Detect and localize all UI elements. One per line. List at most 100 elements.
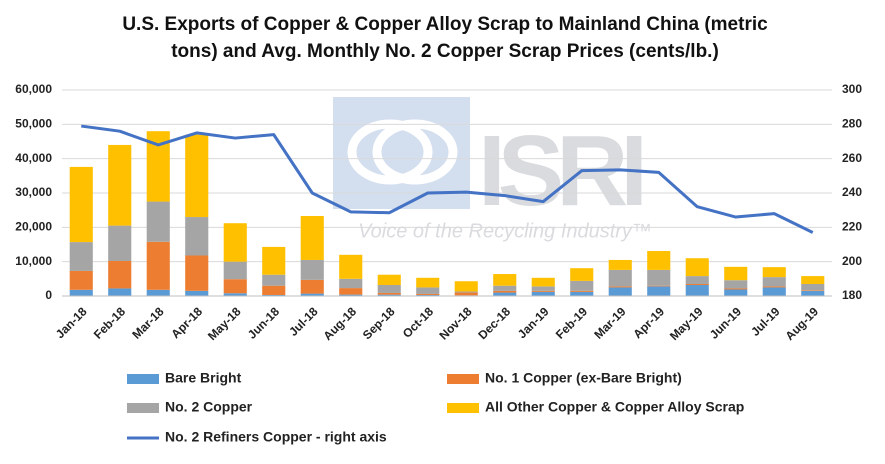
y-tick-label: 60,000 [15,82,52,96]
bar-segment [146,201,170,242]
bar-segment [570,280,594,291]
bar-segment [531,277,555,287]
chart-title: U.S. Exports of Copper & Copper Alloy Sc… [122,14,768,35]
bar-segment [185,134,209,218]
bar-segment [685,283,709,286]
bar-segment [108,225,132,261]
x-tick-label: Feb-19 [553,304,590,341]
legend-label: No. 2 Refiners Copper - right axis [165,429,387,445]
bar-segment [762,287,786,296]
bar-segment [108,288,132,296]
legend-swatch [447,403,479,413]
bar-segment [377,285,401,293]
bar-segment [223,261,247,280]
bar-segment [339,288,363,295]
legend-swatch [447,374,479,384]
x-tick-label: Jul-18 [286,304,321,339]
bar-segment [647,251,671,270]
chart-title: tons) and Avg. Monthly No. 2 Copper Scra… [171,41,719,62]
bar-segment [146,289,170,296]
bar-segment [608,269,632,287]
x-tick-label: Aug-18 [320,304,359,343]
bar-segment [685,258,709,277]
y2-tick-label: 300 [842,82,862,96]
bar-segment [262,294,286,296]
y2-tick-label: 180 [842,288,862,302]
x-tick-label: Sep-18 [360,304,398,342]
bar-segment [531,291,555,296]
bar-segment [416,277,440,288]
bar-segment [185,255,209,291]
bar-segment [724,280,748,289]
y-tick-label: 0 [45,288,52,302]
legend-label: No. 2 Copper [165,399,253,415]
y-tick-label: 40,000 [15,151,52,165]
x-tick-label: Jun-18 [245,304,282,341]
bar-segment [762,267,786,278]
bar-segment [454,292,478,296]
bar-segment [300,216,324,260]
bar-segment [377,274,401,286]
bar-segment [724,266,748,281]
bar-segment [262,246,286,275]
bar-segment [570,290,594,292]
bar-segment [300,259,324,280]
bar-segment [69,270,93,290]
bar-segment [685,276,709,284]
bar-segment [146,131,170,202]
bar-segment [416,293,440,295]
y-tick-label: 30,000 [15,185,52,199]
x-tick-label: Dec-18 [475,304,513,342]
bar-segment [570,268,594,281]
y2-tick-label: 200 [842,254,862,268]
legend-label: No. 1 Copper (ex-Bare Bright) [485,370,682,386]
bar-segment [69,242,93,271]
bar-segment [724,289,748,296]
x-tick-label: Jun-19 [707,304,744,341]
legend-label: All Other Copper & Copper Alloy Scrap [485,399,744,415]
bar-segment [801,276,825,284]
y-tick-label: 10,000 [15,254,52,268]
bar-segment [762,277,786,287]
bar-segment [416,287,440,294]
x-tick-label: Aug-19 [782,304,821,343]
x-tick-label: Mar-18 [129,304,166,341]
bar-segment [493,290,517,293]
bar-segment [223,279,247,294]
bar-segment [608,259,632,270]
bar-segment [146,241,170,290]
x-tick-label: Nov-18 [436,304,474,342]
bar-segment [685,285,709,296]
bar-segment [377,292,401,295]
bar-segment [724,288,748,290]
bar-segment [300,279,324,294]
bar-segment [223,293,247,296]
x-tick-label: Apr-19 [630,304,667,341]
bar-segment [801,290,825,296]
bar-segment [762,286,786,288]
bar-segment [608,287,632,296]
x-tick-label: May-18 [205,304,244,343]
y2-tick-label: 260 [842,151,862,165]
bar-segment [69,289,93,296]
y-tick-label: 50,000 [15,117,52,131]
bar-segment [493,285,517,291]
bar-segment [531,290,555,292]
bar-segment [339,294,363,296]
bar-segment [647,286,671,296]
x-tick-label: Jan-18 [53,304,90,341]
bar-segment [493,292,517,296]
y2-tick-label: 240 [842,185,862,199]
bar-segment [262,274,286,286]
x-tick-label: Apr-18 [168,304,205,341]
bar-segment [185,217,209,256]
legend-swatch [127,374,159,384]
bar-segment [69,166,93,243]
bar-segment [339,278,363,289]
bar-segment [416,294,440,296]
x-tick-label: Jul-19 [748,304,783,339]
bar-segment [262,285,286,295]
legend-label: Bare Bright [165,370,242,386]
bar-segment [647,285,671,287]
